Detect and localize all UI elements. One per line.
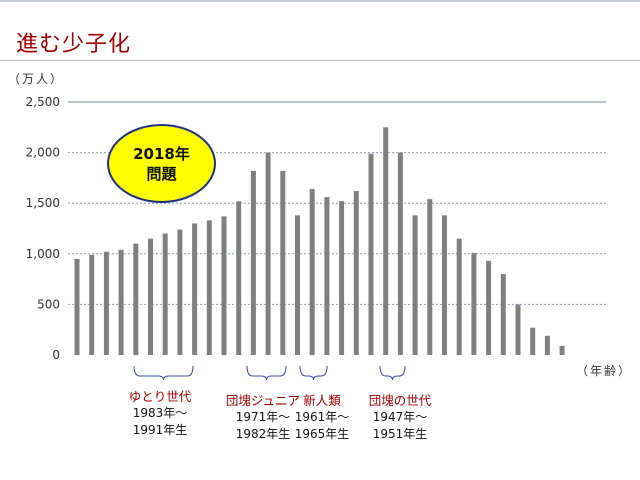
badge-line1: 2018年 (133, 144, 190, 163)
bar (221, 216, 227, 355)
generation-brace (246, 365, 287, 381)
bar (206, 220, 212, 355)
bar (309, 189, 315, 355)
bar (148, 238, 153, 355)
generation-years-end: 1991年生 (132, 423, 188, 437)
generation-years-start: 1961年～ (294, 410, 350, 424)
y-tick-label: 1,500 (26, 196, 60, 210)
bar (397, 152, 403, 355)
generation-years-start: 1971年～ (235, 410, 291, 424)
generation-name: 団塊ジュニア (225, 393, 301, 408)
bar (456, 238, 462, 355)
generation-name: 新人類 (303, 393, 341, 408)
bar (177, 229, 183, 355)
bar (442, 215, 447, 355)
generation-name: ゆとり世代 (128, 389, 192, 404)
top-border (0, 0, 640, 2)
generation-brace (299, 365, 328, 381)
bar (250, 170, 256, 355)
bar (412, 215, 418, 355)
generation-brace (379, 365, 406, 381)
generation-yutori: ゆとり世代 1983年～ 1991年生 (120, 388, 200, 439)
generation-brace (133, 365, 194, 381)
generation-years-end: 1965年生 (294, 427, 350, 441)
bar (324, 197, 330, 355)
bar (118, 249, 124, 355)
y-tick-label: 2,500 (26, 95, 60, 109)
generation-years-start: 1983年～ (132, 406, 188, 420)
bar (192, 223, 198, 355)
slide-title: 進む少子化 (16, 32, 132, 57)
generation-shinjinrui: 新人類 1961年～ 1965年生 (286, 392, 358, 443)
bar (544, 335, 550, 355)
generation-name: 団塊の世代 (368, 393, 432, 408)
bar (236, 201, 242, 355)
generation-braces (133, 365, 406, 381)
generation-years-end: 1951年生 (372, 427, 428, 441)
y-tick-label: 0 (52, 348, 60, 362)
bar (103, 251, 109, 355)
bar (427, 199, 433, 355)
bar (471, 252, 477, 355)
generation-years-start: 1947年～ (372, 410, 428, 424)
bar (295, 215, 300, 355)
bar (339, 201, 345, 355)
bar (89, 254, 95, 355)
y-tick-label: 1,000 (26, 247, 60, 261)
title-divider (0, 60, 640, 61)
y-tick-labels: 0 500 1,000 1,500 2,000 2,500 (26, 95, 60, 362)
bar (265, 152, 271, 355)
bar (368, 153, 374, 355)
bar (500, 274, 506, 355)
x-axis-unit: （年齢） (576, 364, 633, 378)
bar (133, 243, 139, 355)
y-axis-unit: （万人） (8, 72, 65, 86)
bars (74, 127, 565, 355)
bar (530, 327, 536, 355)
bar (353, 191, 359, 355)
generation-dankai: 団塊の世代 1947年～ 1951年生 (358, 392, 442, 443)
y-tick-label: 2,000 (26, 146, 60, 160)
bar (486, 260, 492, 355)
generation-dankai-junior: 団塊ジュニア 1971年～ 1982年生 (218, 392, 308, 443)
bar (74, 258, 80, 355)
bar (162, 233, 168, 355)
bar (515, 304, 521, 355)
y-tick-label: 500 (37, 297, 60, 311)
bar (559, 345, 565, 355)
badge-line2: 問題 (146, 164, 177, 183)
generation-years-end: 1982年生 (235, 427, 291, 441)
badge-2018-problem: 2018年 問題 (107, 124, 216, 203)
bar (280, 170, 286, 355)
bar (383, 127, 389, 355)
